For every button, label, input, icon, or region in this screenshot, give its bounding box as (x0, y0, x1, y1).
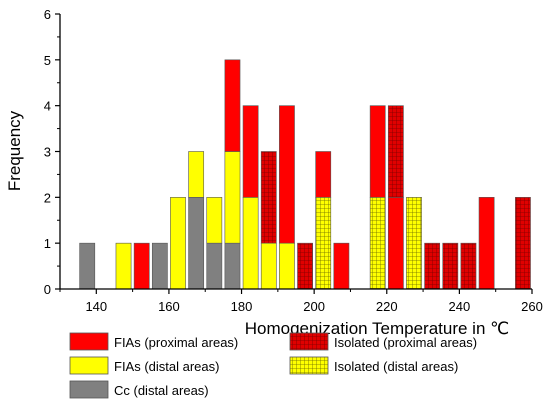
bar-isolated-proximal-areas (297, 242, 313, 290)
bar-isolated-distal-areas (369, 197, 386, 290)
bar-isolated-proximal-areas (260, 151, 277, 244)
y-axis-label: Frequency (5, 110, 24, 191)
x-tick-label: 180 (231, 299, 253, 314)
legend-label-fias-proximal-areas: FIAs (proximal areas) (114, 335, 238, 350)
bar-isolated-proximal-areas (424, 242, 441, 290)
bar-fias-proximal-areas (333, 242, 350, 290)
y-tick-label: 2 (44, 190, 51, 205)
bar-fias-proximal-areas (133, 242, 150, 290)
y-tick-label: 4 (44, 99, 51, 114)
y-tick-label: 3 (44, 145, 51, 160)
legend: FIAs (proximal areas) Isolated (proximal … (69, 332, 477, 399)
bar-fias-distal-areas (224, 151, 241, 244)
bar-isolated-proximal-areas (387, 105, 404, 198)
tick-layer: 140 160 180 200 220 240 260 0 1 2 3 4 5 6 (44, 7, 543, 314)
legend-swatch-fias-distal-areas (69, 356, 109, 375)
y-tick-label: 0 (44, 282, 51, 297)
legend-label-isolated-proximal-areas: Isolated (proximal areas) (334, 335, 477, 350)
bar-cc-distal-areas (79, 242, 96, 290)
x-tick-label: 200 (303, 299, 325, 314)
bar-fias-proximal-areas (315, 151, 332, 198)
bars-layer (79, 59, 531, 290)
bar-fias-proximal-areas (369, 105, 386, 198)
y-tick-label: 1 (44, 236, 51, 251)
bar-fias-distal-areas (279, 242, 295, 290)
bar-fias-distal-areas (260, 242, 277, 290)
bar-fias-distal-areas (242, 197, 259, 290)
y-tick-label: 5 (44, 53, 51, 68)
legend-swatch-isolated-distal-areas (289, 356, 329, 375)
bar-cc-distal-areas (224, 242, 241, 290)
x-tick-label: 140 (85, 299, 107, 314)
legend-label-cc-distal-areas: Cc (distal areas) (114, 383, 209, 398)
bar-fias-proximal-areas (387, 197, 404, 290)
x-tick-label: 240 (449, 299, 471, 314)
bar-isolated-proximal-areas (442, 242, 459, 290)
bar-fias-distal-areas (115, 242, 132, 290)
bar-cc-distal-areas (151, 242, 168, 290)
x-tick-label: 220 (376, 299, 398, 314)
bar-fias-proximal-areas (279, 105, 295, 244)
bar-cc-distal-areas (206, 242, 223, 290)
x-tick-label: 260 (521, 299, 543, 314)
bar-fias-proximal-areas (242, 105, 259, 198)
bar-isolated-proximal-areas (460, 242, 477, 290)
bar-fias-proximal-areas (478, 197, 495, 290)
bar-isolated-distal-areas (315, 197, 332, 290)
legend-label-isolated-distal-areas: Isolated (distal areas) (334, 359, 458, 374)
legend-label-fias-distal-areas: FIAs (distal areas) (114, 359, 219, 374)
bar-fias-proximal-areas (224, 59, 241, 152)
legend-swatch-cc-distal-areas (69, 380, 109, 399)
x-tick-label: 160 (158, 299, 180, 314)
bar-isolated-distal-areas (406, 197, 422, 290)
y-tick-label: 6 (44, 7, 51, 22)
bar-isolated-proximal-areas (515, 197, 531, 290)
bar-fias-distal-areas (188, 151, 205, 198)
bar-cc-distal-areas (188, 197, 205, 290)
bar-fias-distal-areas (206, 197, 223, 244)
bar-fias-distal-areas (170, 197, 186, 290)
legend-swatch-isolated-proximal-areas (289, 332, 329, 351)
legend-swatch-fias-proximal-areas (69, 332, 109, 351)
